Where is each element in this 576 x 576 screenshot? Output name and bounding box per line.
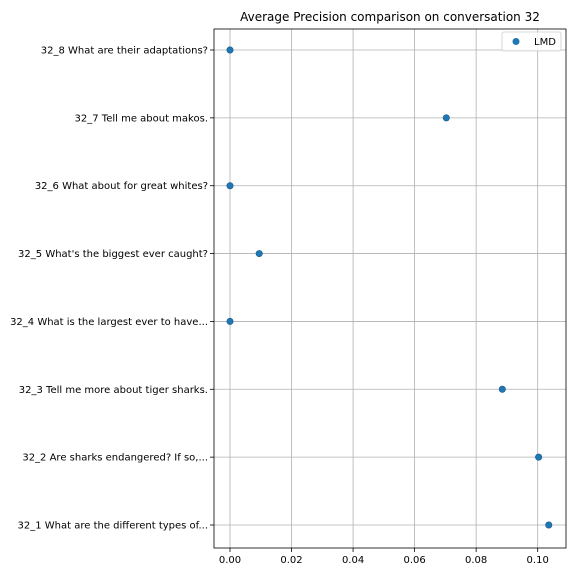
x-axis-tick-labels: 0.00 0.02 0.04 0.06 0.08 0.10 — [219, 555, 549, 566]
grid-lines — [210, 29, 566, 552]
data-point — [226, 317, 234, 325]
data-point — [442, 114, 450, 122]
y-tick-label: 32_4 What is the largest ever to have... — [10, 317, 208, 328]
x-tick-label: 0.10 — [527, 555, 549, 566]
x-tick-label: 0.08 — [465, 555, 487, 566]
y-tick-label: 32_3 Tell me more about tiger sharks. — [19, 385, 208, 396]
data-point — [545, 521, 553, 529]
y-tick-label: 32_8 What are their adaptations? — [41, 46, 208, 57]
chart-title: Average Precision comparison on conversa… — [240, 10, 540, 24]
data-points — [226, 46, 553, 529]
data-point — [226, 182, 234, 190]
x-tick-label: 0.00 — [219, 555, 241, 566]
y-axis-tick-labels: 32_1 What are the different types of... 3… — [10, 46, 208, 532]
x-tick-label: 0.06 — [403, 555, 425, 566]
y-tick-label: 32_5 What's the biggest ever caught? — [18, 249, 208, 260]
x-tick-label: 0.02 — [280, 555, 302, 566]
legend: LMD — [501, 31, 562, 52]
y-tick-label: 32_6 What about for great whites? — [35, 181, 208, 192]
legend-label: LMD — [534, 37, 556, 48]
plot-frame — [213, 28, 567, 549]
data-point — [535, 453, 543, 461]
y-tick-label: 32_7 Tell me about makos. — [75, 113, 208, 124]
data-point — [226, 46, 234, 54]
y-tick-label: 32_2 Are sharks endangered? If so,... — [22, 453, 208, 464]
y-tick-label: 32_1 What are the different types of... — [18, 521, 208, 532]
legend-box — [501, 31, 562, 52]
legend-marker — [512, 38, 520, 45]
data-point — [255, 250, 263, 258]
x-tick-label: 0.04 — [342, 555, 364, 566]
data-point — [498, 385, 506, 393]
